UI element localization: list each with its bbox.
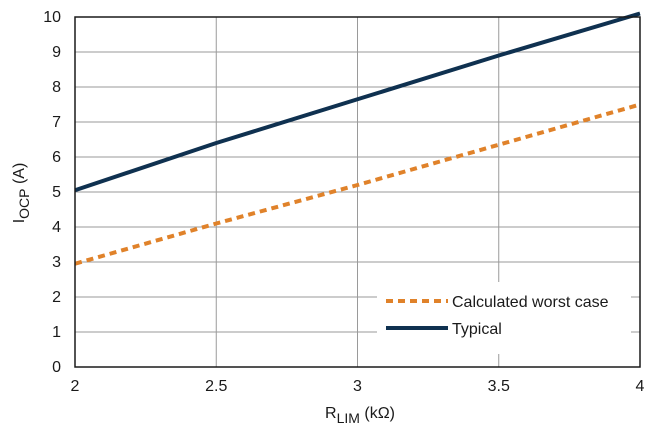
legend: Calculated worst case Typical [377, 282, 631, 354]
y-tick-label: 0 [52, 359, 61, 376]
legend-label-calculated-worst-case: Calculated worst case [452, 294, 609, 311]
x-axis-title-sub: LIM [337, 410, 360, 426]
legend-label-typical: Typical [452, 321, 502, 338]
y-tick-labels: 0 1 2 3 4 5 6 7 8 9 10 [43, 9, 61, 376]
y-tick-label: 10 [43, 9, 61, 26]
x-axis-title-main: R [325, 405, 337, 422]
x-tick-label: 3.5 [488, 378, 510, 395]
x-tick-label: 3 [353, 378, 362, 395]
series-lines [74, 11, 641, 266]
y-tick-label: 1 [52, 324, 61, 341]
y-tick-label: 7 [52, 114, 61, 131]
series-line-calculated-worst-case [74, 102, 641, 266]
y-axis-title-unit: (A) [11, 163, 28, 189]
y-tick-label: 4 [52, 219, 61, 236]
y-tick-label: 6 [52, 149, 61, 166]
plot-frame [74, 16, 641, 368]
y-tick-label: 5 [52, 184, 61, 201]
y-axis-title-main: I [11, 219, 28, 223]
legend-background [377, 282, 631, 354]
y-tick-label: 3 [52, 254, 61, 271]
y-tick-label: 9 [52, 44, 61, 61]
y-axis-title: IOCP (A) [11, 163, 32, 224]
x-axis-title-unit: (kΩ) [360, 405, 395, 422]
series-line-typical [74, 11, 641, 193]
x-tick-label: 2.5 [205, 378, 227, 395]
x-tick-label: 4 [636, 378, 645, 395]
y-tick-label: 8 [52, 79, 61, 96]
y-axis-title-sub: OCP [16, 188, 32, 218]
y-tick-label: 2 [52, 289, 61, 306]
x-tick-labels: 2 2.5 3 3.5 4 [71, 378, 645, 395]
x-axis-title: RLIM (kΩ) [325, 405, 395, 426]
x-tick-label: 2 [71, 378, 80, 395]
